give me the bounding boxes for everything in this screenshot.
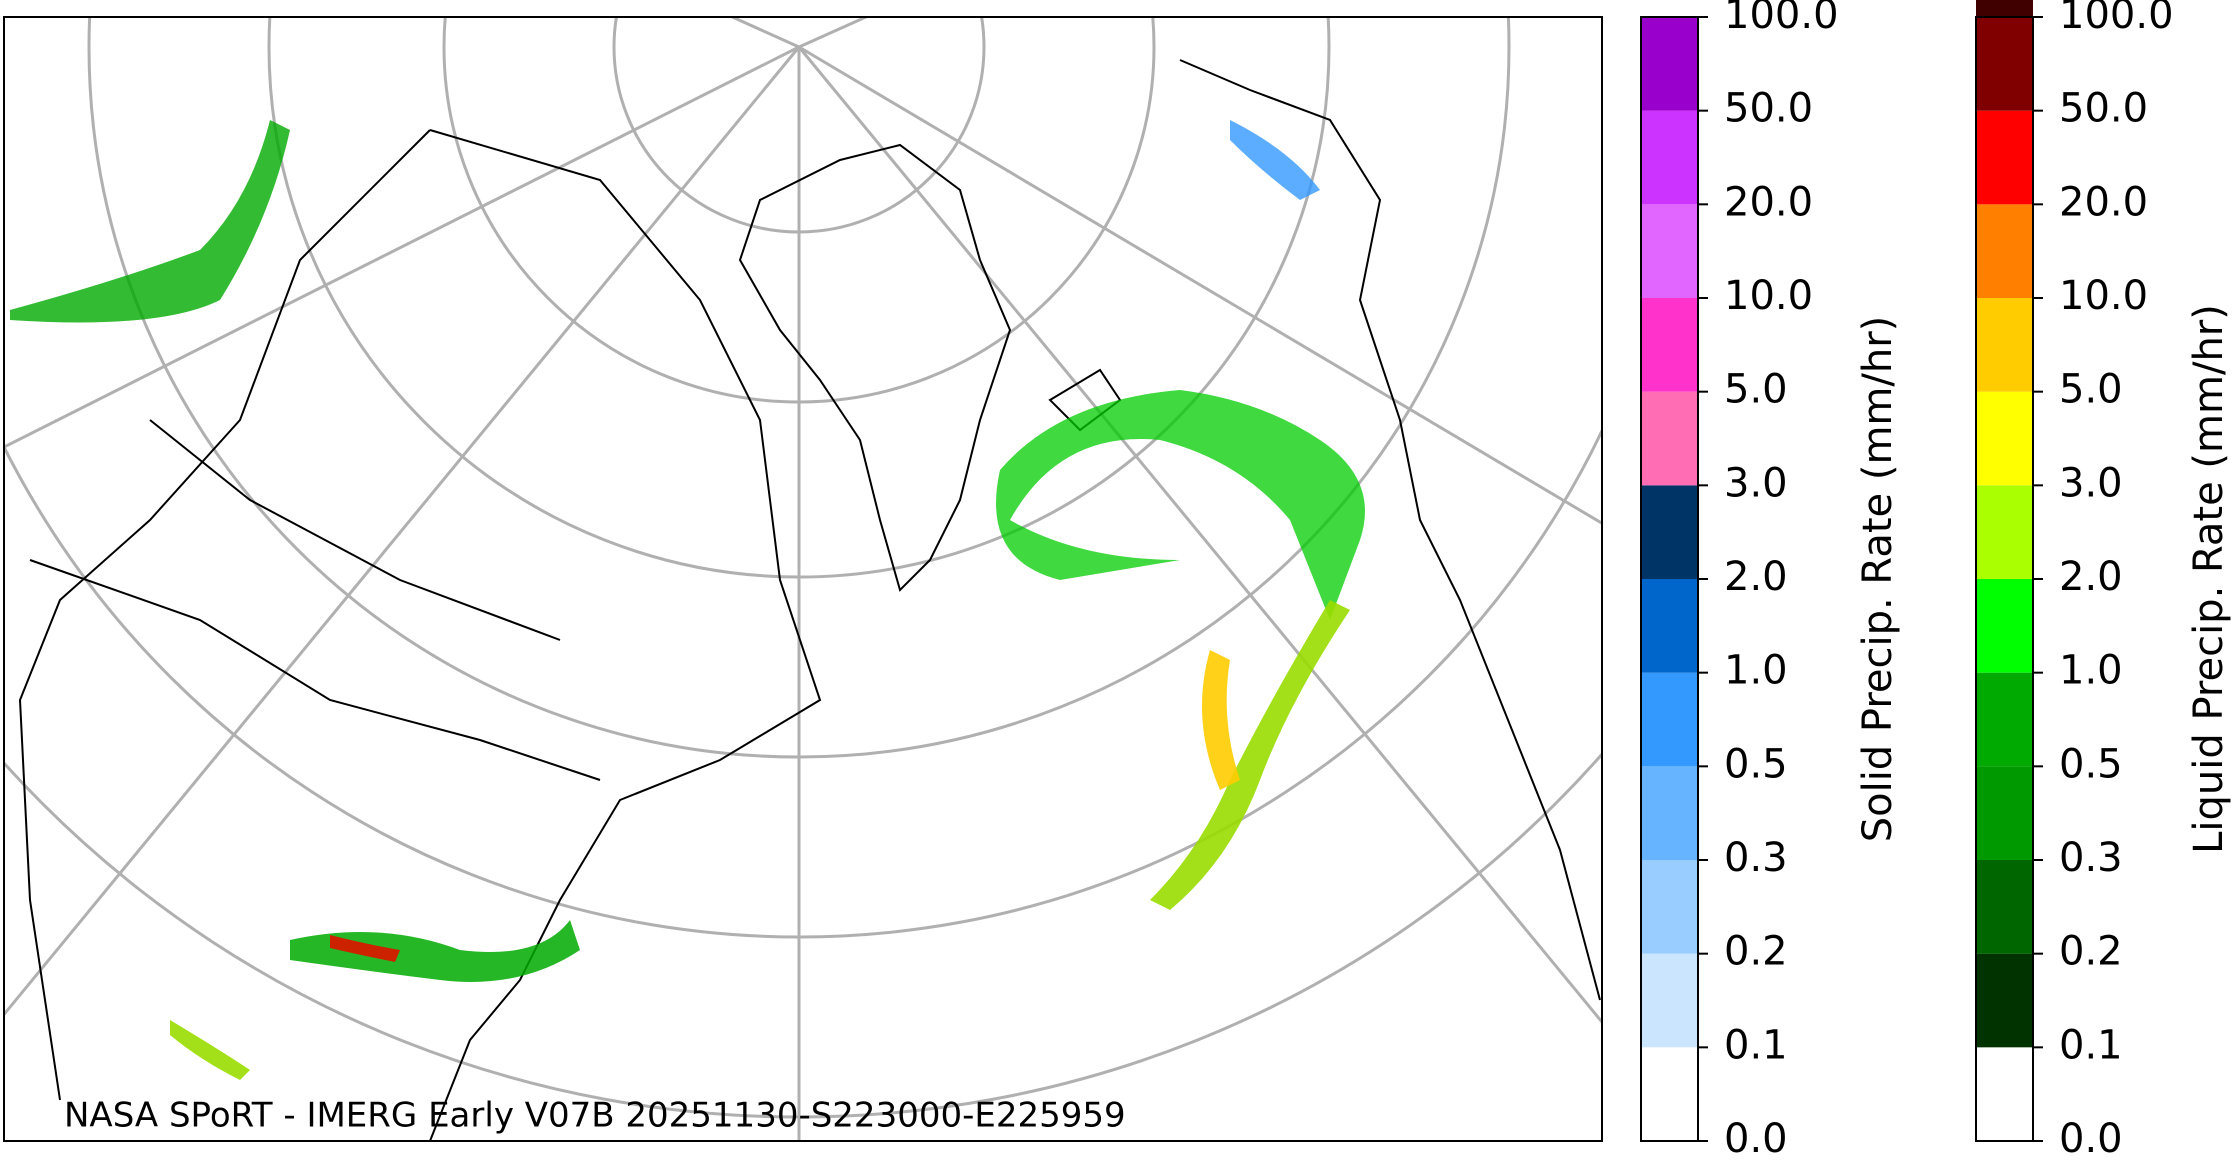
colorbar-tick-label: 50.0: [2059, 86, 2148, 132]
colorbar-segment: [1976, 766, 2033, 860]
colorbar-tick-label: 3.0: [1724, 460, 1788, 506]
colorbar-tick-label: 3.0: [2059, 460, 2123, 506]
colorbar-tick-label: 0.3: [1724, 835, 1788, 881]
annotation: NASA SPoRT - IMERG Early V07B 20251130-S…: [64, 1096, 1126, 1136]
colorbar-label: Solid Precip. Rate (mm/hr): [1855, 316, 1901, 843]
colorbar-tick-label: 0.0: [2059, 1116, 2123, 1162]
colorbar-segment: [1976, 110, 2033, 205]
colorbar-tick-label: 5.0: [2059, 367, 2123, 413]
colorbar-segment: [1641, 204, 1698, 298]
colorbar-segment: [1976, 953, 2033, 1048]
colorbar-segment: [1976, 17, 2033, 111]
colorbar-segment: [1976, 391, 2033, 486]
colorbar-tick-label: 0.3: [2059, 835, 2123, 881]
colorbar-tick-label: 0.2: [2059, 929, 2123, 975]
colorbar-segment: [1641, 766, 1698, 860]
colorbar-tick-label: 1.0: [2059, 648, 2123, 694]
colorbar-segment: [1976, 298, 2033, 392]
colorbar-tick-label: 50.0: [1724, 86, 1813, 132]
colorbar-tick-label: 0.2: [1724, 929, 1788, 975]
colorbar-tick-label: 0.0: [1724, 1116, 1788, 1162]
colorbar-segment: [1641, 860, 1698, 954]
map-frame: [3, 16, 1603, 1142]
colorbar-tick-label: 0.1: [2059, 1022, 2123, 1068]
colorbar-segment: [1641, 1047, 1698, 1141]
colorbar-segment: [1641, 485, 1698, 579]
colorbar-tick-label: 2.0: [2059, 554, 2123, 600]
colorbar-segment: [1641, 953, 1698, 1048]
colorbar-segment: [1641, 110, 1698, 205]
colorbar-label: Liquid Precip. Rate (mm/hr): [2186, 304, 2232, 854]
colorbar-segment: [1641, 17, 1698, 111]
colorbar-tick-label: 1.0: [1724, 648, 1788, 694]
colorbar-segment: [1976, 485, 2033, 579]
colorbar-tick-label: 10.0: [1724, 273, 1813, 319]
colorbar-segment: [1976, 860, 2033, 954]
colorbar-segment: [1641, 391, 1698, 486]
colorbar-tick-label: 0.5: [1724, 741, 1788, 787]
map: [4, 17, 1602, 1141]
colorbar-segment: [1976, 0, 2033, 17]
colorbar-segment: [1976, 579, 2033, 673]
colorbar-tick-label: 20.0: [2059, 179, 2148, 225]
colorbar-segment: [1976, 1047, 2033, 1141]
colorbar-tick-label: 100.0: [2059, 0, 2174, 38]
colorbar-segment: [1976, 672, 2033, 767]
colorbar-tick-label: 0.1: [1724, 1022, 1788, 1068]
graticule: [4, 17, 1602, 1141]
colorbar-tick-label: 0.5: [2059, 741, 2123, 787]
colorbar-segment: [1976, 204, 2033, 298]
colorbar-tick-label: 5.0: [1724, 367, 1788, 413]
colorbar-segment: [1641, 579, 1698, 673]
precipitation: [10, 120, 1365, 1080]
colorbar-tick-label: 20.0: [1724, 179, 1813, 225]
colorbar-segment: [1641, 298, 1698, 392]
colorbar-tick-label: 2.0: [1724, 554, 1788, 600]
coastlines: [18, 59, 1601, 1141]
colorbar-segment: [1641, 672, 1698, 767]
colorbar-tick-label: 10.0: [2059, 273, 2148, 319]
colorbar-tick-label: 100.0: [1724, 0, 1839, 38]
